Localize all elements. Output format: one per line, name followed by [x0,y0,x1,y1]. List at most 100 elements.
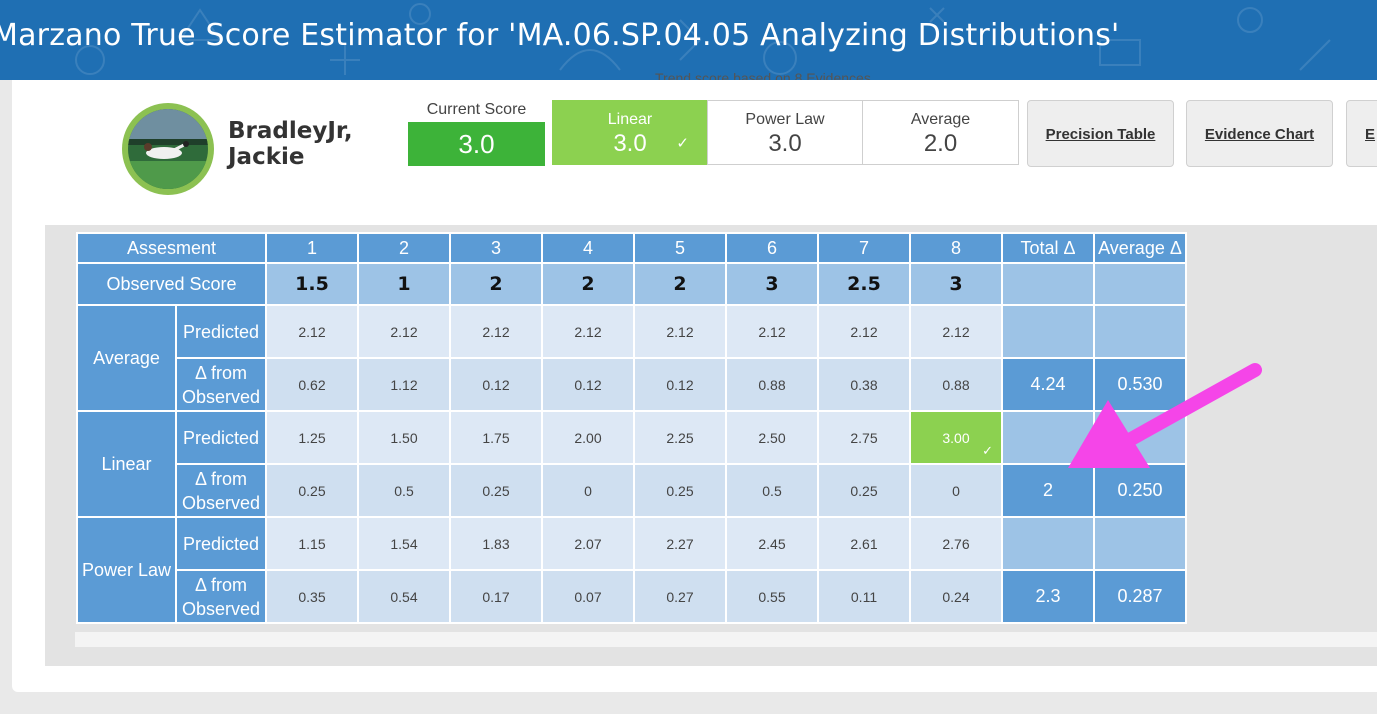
column-header: 3 [449,232,543,264]
column-header: 2 [357,232,451,264]
predicted-label: Predicted [175,516,267,571]
score-option-average[interactable]: Average 2.0 [862,100,1019,165]
delta-cell: 0.25 [265,463,359,518]
delta-label-line1: Δ from [194,362,248,383]
delta-cell: 0.38 [817,357,911,412]
delta-cell: 0.07 [541,569,635,624]
delta-cell: 0.25 [449,463,543,518]
empty-cell [1001,516,1095,571]
predicted-label: Predicted [175,304,267,359]
column-header: 7 [817,232,911,264]
delta-cell: 0 [541,463,635,518]
student-first-name: Jackie [228,144,305,170]
delta-cell: 0.27 [633,569,727,624]
column-header: 1 [265,232,359,264]
delta-cell: 0.88 [909,357,1003,412]
predicted-cell: 1.54 [357,516,451,571]
delta-cell: 0.25 [817,463,911,518]
score-option-value: 3.0 [613,130,647,157]
predicted-cell: 2.12 [541,304,635,359]
score-option-power-law[interactable]: Power Law 3.0 [707,100,863,165]
group-label-power-law: Power Law [76,516,177,624]
trend-note: Trend score based on 8 Evidences [655,70,871,80]
predicted-cell: 2.12 [633,304,727,359]
delta-cell: 0.5 [357,463,451,518]
predicted-cell: 1.75 [449,410,543,465]
delta-label: Δ from Observed [175,463,267,518]
delta-cell: 0.35 [265,569,359,624]
predicted-cell: 2.76 [909,516,1003,571]
delta-label-line2: Observed [181,386,261,407]
header-decoration [75,3,1331,75]
observed-score-cell: 2 [541,262,635,306]
predicted-cell: 2.25 [633,410,727,465]
average-delta-header: Average Δ [1093,232,1187,264]
delta-label: Δ from Observed [175,569,267,624]
student-name: BradleyJr, Jackie [228,118,353,170]
observed-score-cell: 2 [633,262,727,306]
total-delta-cell: 4.24 [1001,357,1095,412]
score-option-label: Average [910,111,971,128]
precision-table-button[interactable]: Precision Table [1027,100,1174,167]
selected-predicted-cell: 3.00 ✓ [909,410,1003,465]
predicted-cell: 2.50 [725,410,819,465]
delta-cell: 0 [909,463,1003,518]
delta-label-line1: Δ from [194,574,248,595]
predicted-cell: 2.27 [633,516,727,571]
empty-cell [1093,262,1187,306]
score-option-value: 2.0 [923,130,958,157]
delta-cell: 0.62 [265,357,359,412]
title-bar: Marzano True Score Estimator for 'MA.06.… [0,0,1377,80]
page-title: Marzano True Score Estimator for 'MA.06.… [0,18,1120,53]
delta-cell: 0.55 [725,569,819,624]
predicted-cell: 2.12 [909,304,1003,359]
column-header: 4 [541,232,635,264]
delta-label: Δ from Observed [175,357,267,412]
delta-cell: 0.17 [449,569,543,624]
observed-score-cell: 2.5 [817,262,911,306]
delta-label-line1: Δ from [194,468,248,489]
current-score-label: Current Score [426,101,527,118]
total-delta-header: Total Δ [1001,232,1095,264]
score-option-linear[interactable]: Linear 3.0 ✓ [552,100,708,165]
observed-score-cell: 3 [725,262,819,306]
empty-cell [1001,262,1095,306]
delta-cell: 0.12 [449,357,543,412]
current-score-value: 3.0 [408,122,545,166]
delta-cell: 0.54 [357,569,451,624]
predicted-cell: 2.07 [541,516,635,571]
observed-score-cell: 1.5 [265,262,359,306]
score-option-label: Linear [607,111,653,128]
observed-score-cell: 1 [357,262,451,306]
predicted-cell: 1.25 [265,410,359,465]
avatar-photo [128,109,208,189]
partial-button[interactable]: E [1346,100,1377,167]
delta-cell: 0.5 [725,463,819,518]
average-delta-cell: 0.287 [1093,569,1187,624]
empty-cell [1093,516,1187,571]
total-delta-cell: 2.3 [1001,569,1095,624]
predicted-cell: 1.50 [357,410,451,465]
observed-score-cell: 3 [909,262,1003,306]
delta-cell: 0.12 [633,357,727,412]
delta-cell: 1.12 [357,357,451,412]
student-last-name: BradleyJr, [228,118,353,144]
column-header: 5 [633,232,727,264]
evidence-chart-button[interactable]: Evidence Chart [1186,100,1333,167]
predicted-cell: 1.83 [449,516,543,571]
predicted-cell: 2.12 [449,304,543,359]
group-label-average: Average [76,304,177,412]
predicted-cell: 2.61 [817,516,911,571]
delta-cell: 0.11 [817,569,911,624]
delta-label-line2: Observed [181,492,261,513]
check-icon: ✓ [982,443,993,458]
average-delta-cell: 0.250 [1093,463,1187,518]
column-header: 8 [909,232,1003,264]
column-header: 6 [725,232,819,264]
check-icon: ✓ [676,135,689,152]
predicted-cell: 2.12 [817,304,911,359]
table-footer-strip [75,632,1377,647]
delta-label-line2: Observed [181,598,261,619]
delta-cell: 0.88 [725,357,819,412]
selected-predicted-value: 3.00 [942,429,970,446]
